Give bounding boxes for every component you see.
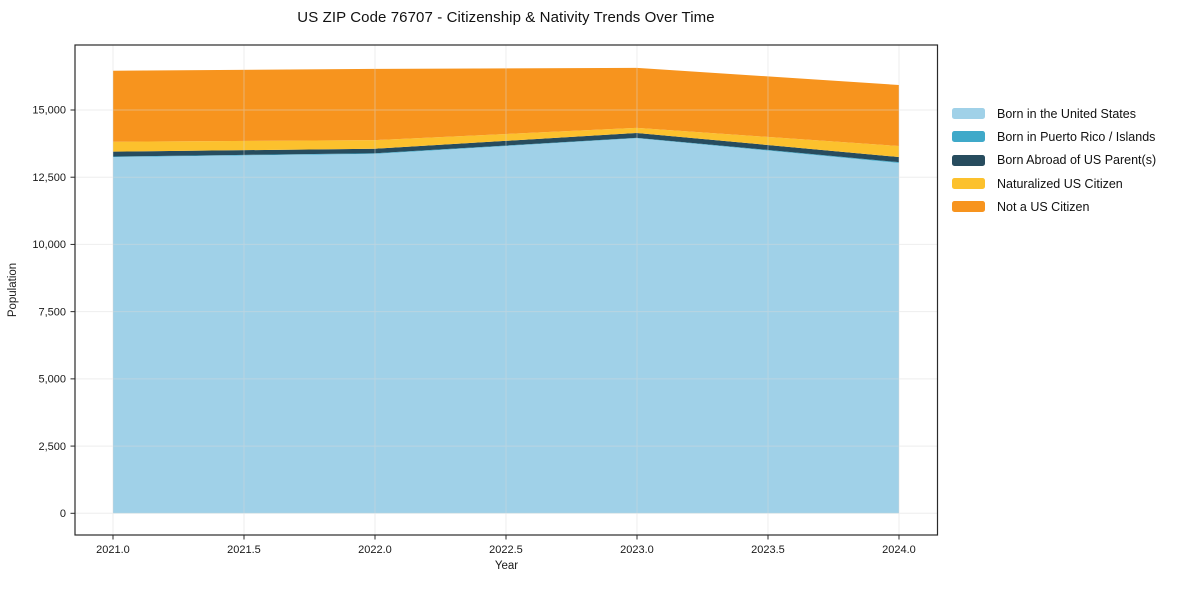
x-tick-label: 2023.5 (751, 544, 785, 556)
legend-item: Born Abroad of US Parent(s) (952, 149, 1156, 172)
tick-marks (70, 109, 900, 540)
y-tick-label: 15,000 (32, 105, 66, 117)
y-tick-label: 0 (60, 508, 66, 520)
chart-title: US ZIP Code 76707 - Citizenship & Nativi… (297, 9, 715, 26)
legend-label: Not a US Citizen (997, 199, 1090, 214)
gridlines (75, 45, 938, 535)
legend-label: Born in the United States (997, 106, 1136, 121)
area-series-1 (112, 137, 899, 163)
legend-swatch (952, 131, 985, 143)
x-tick-label: 2023.0 (620, 544, 654, 556)
legend-item: Naturalized US Citizen (952, 172, 1156, 195)
y-tick-label: 12,500 (32, 172, 66, 184)
tick-labels: 2021.0 2021.5 2022.0 2022.5 2023.0 2023.5 2024… (32, 105, 915, 556)
legend-item: Born in Puerto Rico / Islands (952, 125, 1156, 148)
legend-swatch (952, 108, 985, 120)
area-series-2 (112, 132, 899, 163)
y-tick-label: 7,500 (38, 306, 66, 318)
legend-item: Not a US Citizen (952, 195, 1156, 218)
x-tick-label: 2022.5 (489, 544, 523, 556)
y-tick-label: 2,500 (38, 441, 66, 453)
x-axis-label: Year (494, 560, 519, 572)
legend-label: Born in Puerto Rico / Islands (997, 129, 1156, 144)
y-axis-label: Population (7, 262, 19, 318)
y-tick-label: 10,000 (32, 239, 66, 251)
x-tick-label: 2022.0 (358, 544, 392, 556)
legend-label: Naturalized US Citizen (997, 176, 1123, 191)
legend-swatch (952, 154, 985, 166)
x-tick-label: 2021.0 (96, 544, 130, 556)
area-series-3 (112, 127, 899, 158)
legend-label: Born Abroad of US Parent(s) (997, 153, 1157, 168)
legend-swatch (952, 201, 985, 213)
legend: Born in the United States Born in Puerto … (952, 102, 1156, 218)
legend-item: Born in the United States (952, 102, 1156, 125)
y-tick-label: 5,000 (38, 374, 66, 386)
area-series-0 (112, 138, 899, 514)
x-tick-label: 2021.5 (227, 544, 261, 556)
area-series-4 (112, 67, 899, 147)
legend-swatch (952, 178, 985, 190)
x-tick-label: 2024.0 (882, 544, 916, 556)
